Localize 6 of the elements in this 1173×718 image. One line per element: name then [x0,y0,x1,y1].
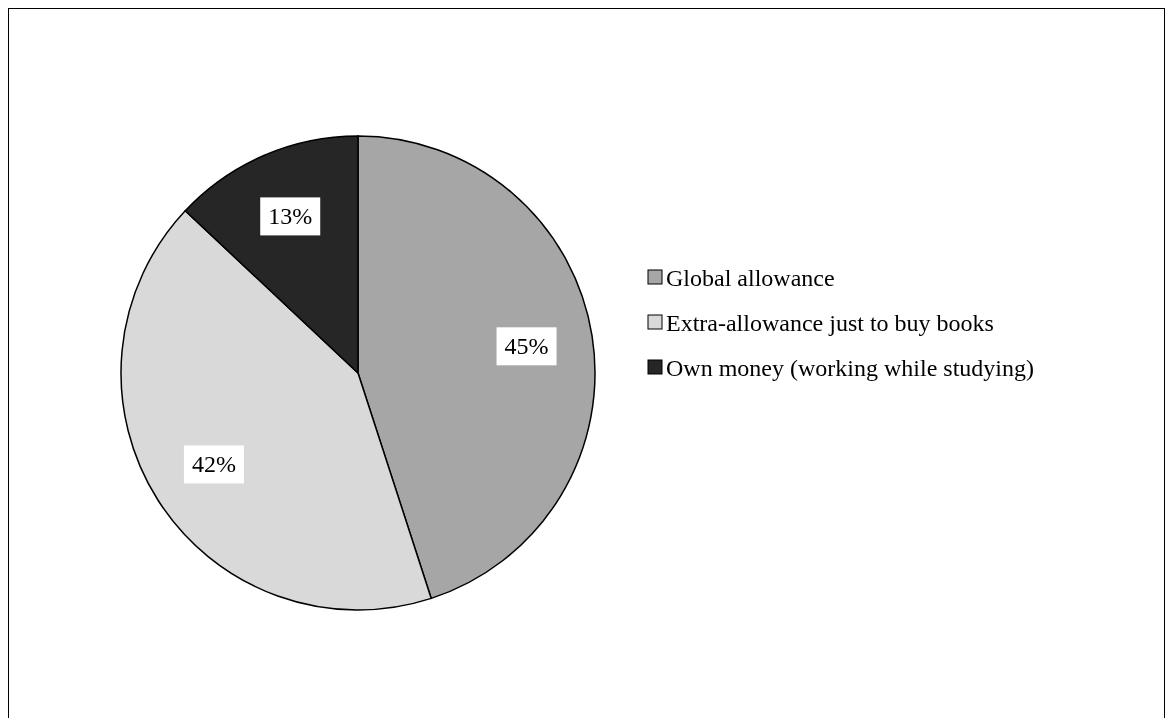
legend-label: Global allowance [666,265,835,291]
legend-label: Own money (working while studying) [666,355,1034,381]
data-label: 13% [268,203,313,230]
data-label: 45% [504,333,549,360]
data-label: 42% [191,451,236,478]
legend-label: Extra-allowance just to buy books [666,310,994,336]
